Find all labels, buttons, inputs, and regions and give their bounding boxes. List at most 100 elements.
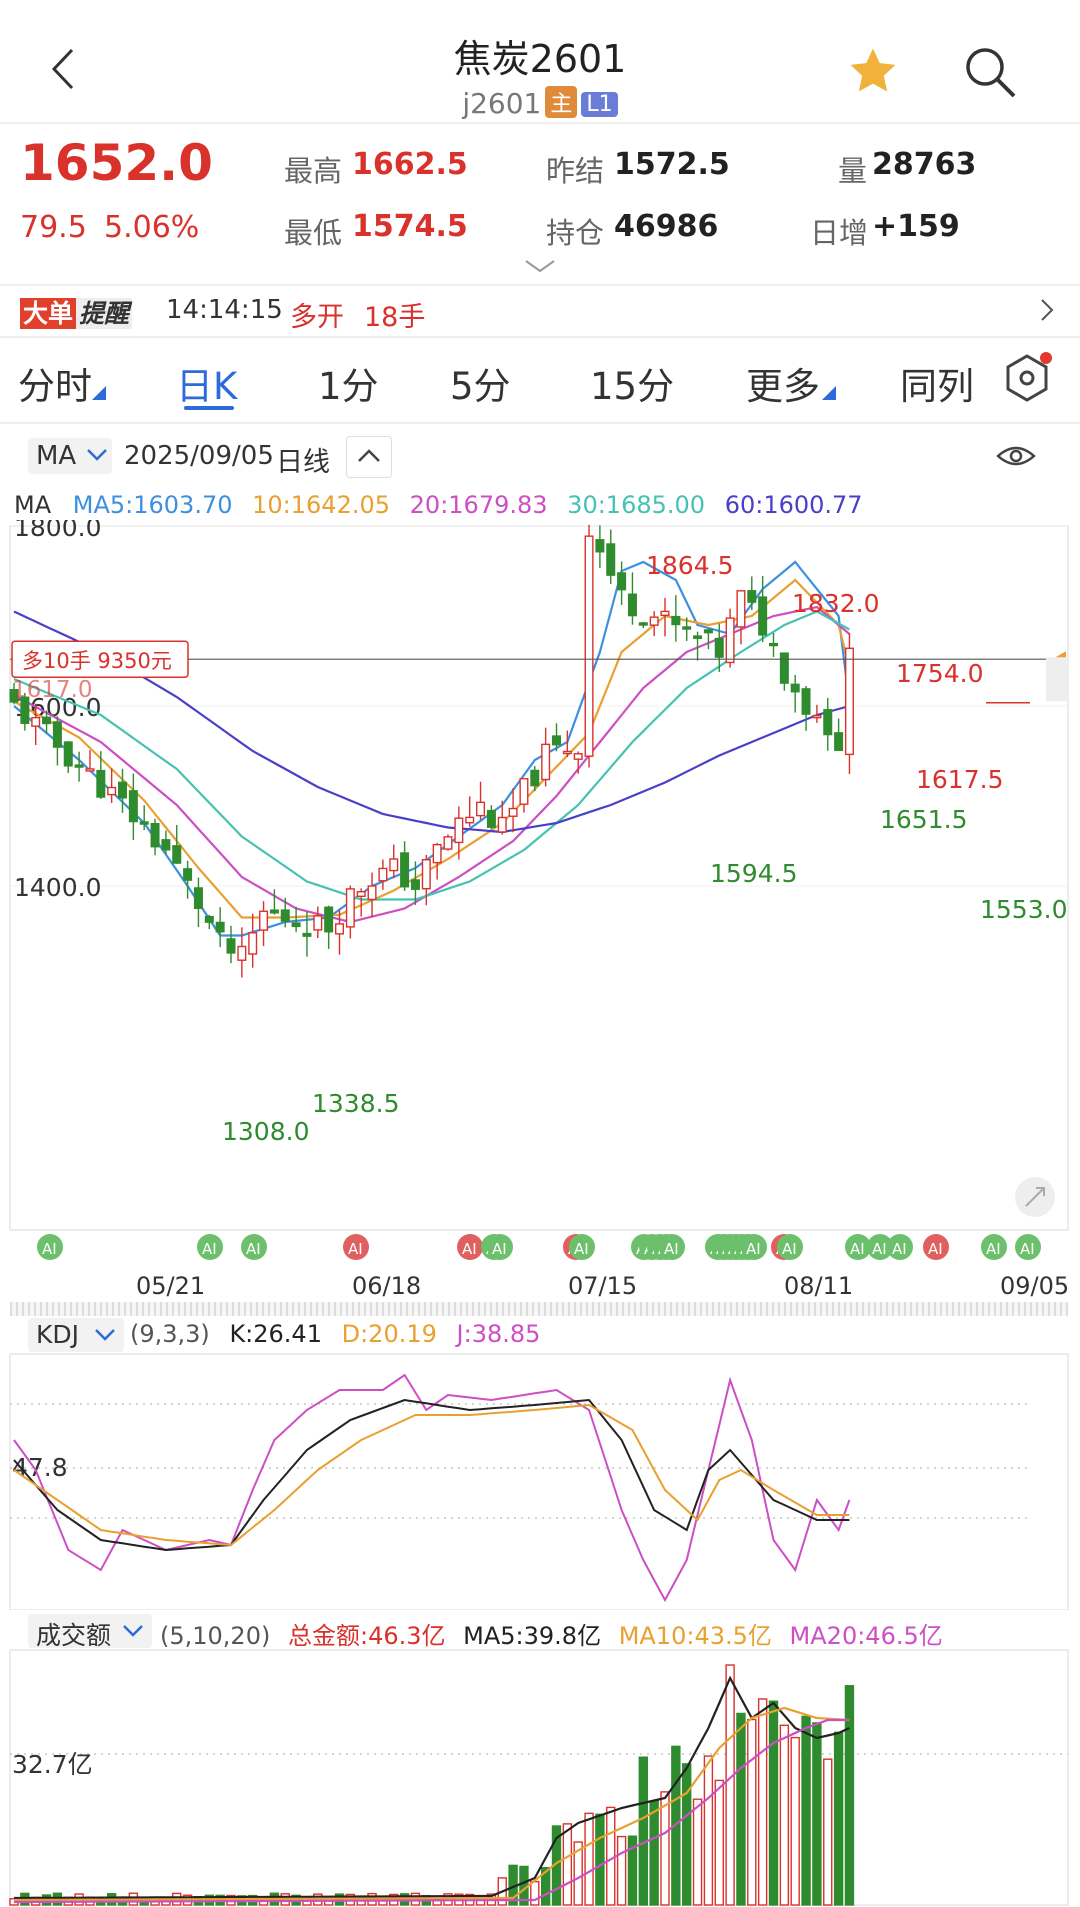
collapse-up-button[interactable] xyxy=(346,436,392,478)
ai-marker-text: AI xyxy=(664,1240,679,1258)
kdj-select[interactable]: KDJ xyxy=(28,1318,124,1352)
candle-body xyxy=(823,709,833,736)
expand-chevron-icon[interactable] xyxy=(524,258,556,273)
amount-bar xyxy=(660,1791,670,1906)
big-order-alert[interactable]: 大单 提醒 xyxy=(20,294,133,329)
kdj-d-line xyxy=(13,1403,850,1547)
eye-icon[interactable] xyxy=(996,440,1036,472)
price-annotation: 1553.0 xyxy=(980,895,1067,924)
back-icon[interactable] xyxy=(44,44,84,94)
l1-badge: L1 xyxy=(581,92,618,117)
ma10-line xyxy=(13,578,851,919)
tab-timeshare[interactable]: 分时 xyxy=(18,365,92,408)
candle-body xyxy=(725,617,735,664)
price-change-pct: 5.06% xyxy=(104,210,200,245)
candle-body xyxy=(74,764,84,768)
chevron-down-icon xyxy=(123,1625,143,1637)
amount-bar xyxy=(540,1866,551,1906)
candle-body xyxy=(410,879,420,890)
ai-marker-text: AI xyxy=(246,1240,261,1258)
candle-body xyxy=(421,859,431,890)
high-value: 1662.5 xyxy=(352,147,468,182)
ma30-line xyxy=(13,610,850,901)
amount-bar xyxy=(692,1798,703,1906)
contract-code-text: j2601 xyxy=(462,87,542,120)
date-label-4: 09/05 xyxy=(1000,1272,1070,1300)
alert-lots: 18手 xyxy=(364,302,426,333)
candle-body xyxy=(150,823,160,848)
candle-body xyxy=(226,938,236,954)
candle-body xyxy=(128,790,138,823)
kdj-chart[interactable]: 47.8 xyxy=(0,1350,1080,1610)
candle-body xyxy=(42,716,52,725)
candle-body xyxy=(52,721,62,748)
tab-peer[interactable]: 同列 xyxy=(900,365,974,408)
candle-body xyxy=(96,769,106,798)
candle-body xyxy=(280,909,290,922)
candle-body xyxy=(769,642,779,647)
ma60-line xyxy=(13,610,850,834)
last-price: 1652.0 xyxy=(20,134,213,192)
amount-bar xyxy=(747,1718,757,1906)
ai-marker-text: AI xyxy=(42,1240,57,1258)
chevron-down-icon xyxy=(95,1329,115,1341)
kdj-j-line xyxy=(13,1373,851,1603)
tab-15min[interactable]: 15分 xyxy=(590,365,675,408)
ai-marker-text: AI xyxy=(850,1240,865,1258)
ai-marker xyxy=(343,1234,369,1260)
ma10-value: 10:1642.05 xyxy=(252,491,391,519)
candle-body xyxy=(736,590,746,628)
prev-settle-value: 1572.5 xyxy=(614,147,730,182)
amount-ma20-line xyxy=(14,1718,850,1904)
contract-code: j2601 主 L1 xyxy=(0,86,1080,120)
amount-bar xyxy=(812,1722,822,1906)
kline-date: 2025/09/05 xyxy=(124,441,274,471)
tab-5min[interactable]: 5分 xyxy=(450,365,511,408)
price-annotation: 1308.0 xyxy=(222,1117,309,1146)
day-increase-value: +159 xyxy=(872,209,960,244)
favorite-star-icon[interactable] xyxy=(846,44,900,98)
amount-chart[interactable]: 32.7亿 xyxy=(0,1648,1080,1907)
candle-body xyxy=(758,596,768,636)
amount-select[interactable]: 成交额 xyxy=(28,1614,152,1650)
ai-marker xyxy=(241,1234,267,1260)
alert-arrow-icon[interactable] xyxy=(1040,298,1054,322)
candle-body xyxy=(714,637,724,658)
tab-1min[interactable]: 1分 xyxy=(318,365,379,408)
amount-bar xyxy=(714,1779,724,1906)
candle-body xyxy=(172,845,182,864)
candle-body xyxy=(497,816,507,833)
candle-body xyxy=(432,843,442,864)
settings-hex-icon[interactable] xyxy=(1002,350,1052,406)
candle-body xyxy=(541,743,551,781)
candle-body xyxy=(367,885,377,901)
amount-bar xyxy=(736,1712,746,1906)
chevron-up-icon xyxy=(358,449,380,462)
ai-marker xyxy=(887,1234,913,1260)
scroll-strip[interactable] xyxy=(10,1302,1068,1316)
open-interest-value: 46986 xyxy=(614,209,719,244)
amount-bar xyxy=(616,1835,627,1906)
candle-body xyxy=(139,821,149,825)
amount-total: 总金额:46.3亿 xyxy=(287,1622,446,1650)
tab-daily-k[interactable]: 日K xyxy=(176,365,238,408)
amount-select-label: 成交额 xyxy=(36,1621,112,1650)
amount-bar xyxy=(530,1880,540,1906)
amount-bar xyxy=(638,1756,648,1906)
ai-marker-text: AI xyxy=(928,1240,943,1258)
tab-more[interactable]: 更多 xyxy=(746,365,820,408)
amount-bar xyxy=(779,1724,790,1906)
price-annotation: 1338.5 xyxy=(312,1089,399,1118)
candle-body xyxy=(248,932,258,955)
amount-ma5: MA5:39.8亿 xyxy=(463,1622,602,1650)
low-label: 最低 xyxy=(284,216,343,250)
amount-params: (5,10,20) xyxy=(160,1622,271,1650)
zoom-arrow xyxy=(1025,1187,1045,1207)
ai-marker xyxy=(37,1234,63,1260)
candle-body xyxy=(215,921,225,933)
search-icon[interactable] xyxy=(962,44,1018,100)
candle-body xyxy=(779,652,789,684)
indicator-select[interactable]: MA xyxy=(28,438,112,474)
amount-bar xyxy=(823,1758,833,1906)
